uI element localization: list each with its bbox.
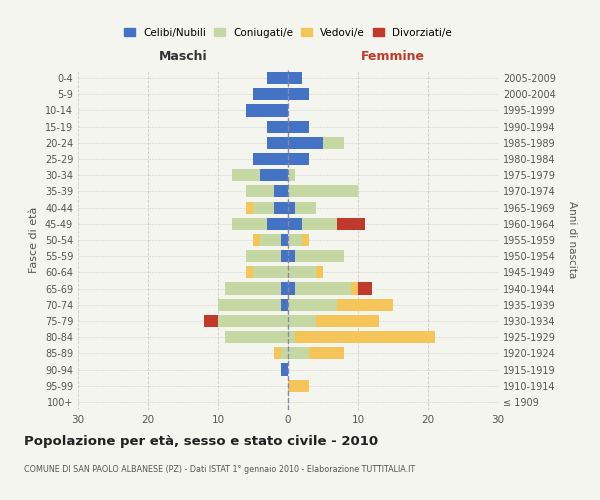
Bar xyxy=(295,331,435,343)
Bar xyxy=(246,186,274,198)
Bar xyxy=(337,218,365,230)
Bar xyxy=(288,186,358,198)
Bar xyxy=(246,104,288,117)
Bar xyxy=(288,120,309,132)
Bar xyxy=(281,234,288,246)
Bar xyxy=(288,298,337,311)
Bar xyxy=(267,137,288,149)
Bar xyxy=(351,282,358,294)
Bar xyxy=(260,169,288,181)
Bar xyxy=(253,202,274,213)
Bar xyxy=(309,348,344,360)
Y-axis label: Anni di nascita: Anni di nascita xyxy=(567,202,577,278)
Bar xyxy=(218,315,288,327)
Bar xyxy=(246,250,281,262)
Y-axis label: Fasce di età: Fasce di età xyxy=(29,207,39,273)
Bar xyxy=(302,218,337,230)
Bar xyxy=(253,153,288,165)
Legend: Celibi/Nubili, Coniugati/e, Vedovi/e, Divorziati/e: Celibi/Nubili, Coniugati/e, Vedovi/e, Di… xyxy=(124,28,452,38)
Bar xyxy=(288,348,309,360)
Bar xyxy=(253,88,288,101)
Bar xyxy=(288,315,316,327)
Bar xyxy=(232,169,260,181)
Bar xyxy=(288,266,316,278)
Bar xyxy=(288,380,309,392)
Bar xyxy=(288,88,309,101)
Bar xyxy=(267,120,288,132)
Bar xyxy=(281,282,288,294)
Bar xyxy=(281,298,288,311)
Bar xyxy=(295,202,316,213)
Bar xyxy=(288,137,323,149)
Bar xyxy=(295,282,351,294)
Bar xyxy=(288,72,302,84)
Bar xyxy=(323,137,344,149)
Bar xyxy=(288,202,295,213)
Bar xyxy=(246,202,253,213)
Text: COMUNE DI SAN PAOLO ALBANESE (PZ) - Dati ISTAT 1° gennaio 2010 - Elaborazione TU: COMUNE DI SAN PAOLO ALBANESE (PZ) - Dati… xyxy=(24,465,415,474)
Bar xyxy=(302,234,309,246)
Text: Femmine: Femmine xyxy=(361,50,425,63)
Text: Maschi: Maschi xyxy=(158,50,208,63)
Bar xyxy=(274,202,288,213)
Bar xyxy=(281,250,288,262)
Bar xyxy=(246,266,253,278)
Bar xyxy=(267,218,288,230)
Bar xyxy=(288,282,295,294)
Text: Popolazione per età, sesso e stato civile - 2010: Popolazione per età, sesso e stato civil… xyxy=(24,435,378,448)
Bar xyxy=(337,298,393,311)
Bar xyxy=(260,234,281,246)
Bar xyxy=(288,218,302,230)
Bar xyxy=(288,250,295,262)
Bar xyxy=(204,315,218,327)
Bar xyxy=(358,282,372,294)
Bar xyxy=(281,364,288,376)
Bar xyxy=(232,218,267,230)
Bar xyxy=(253,234,260,246)
Bar xyxy=(316,266,323,278)
Bar xyxy=(288,234,302,246)
Bar xyxy=(253,266,288,278)
Bar xyxy=(288,169,295,181)
Bar xyxy=(295,250,344,262)
Bar xyxy=(288,331,295,343)
Bar xyxy=(218,298,281,311)
Bar xyxy=(225,282,281,294)
Bar xyxy=(274,186,288,198)
Bar xyxy=(225,331,288,343)
Bar xyxy=(267,72,288,84)
Bar xyxy=(274,348,281,360)
Bar xyxy=(281,348,288,360)
Bar xyxy=(316,315,379,327)
Bar xyxy=(288,153,309,165)
